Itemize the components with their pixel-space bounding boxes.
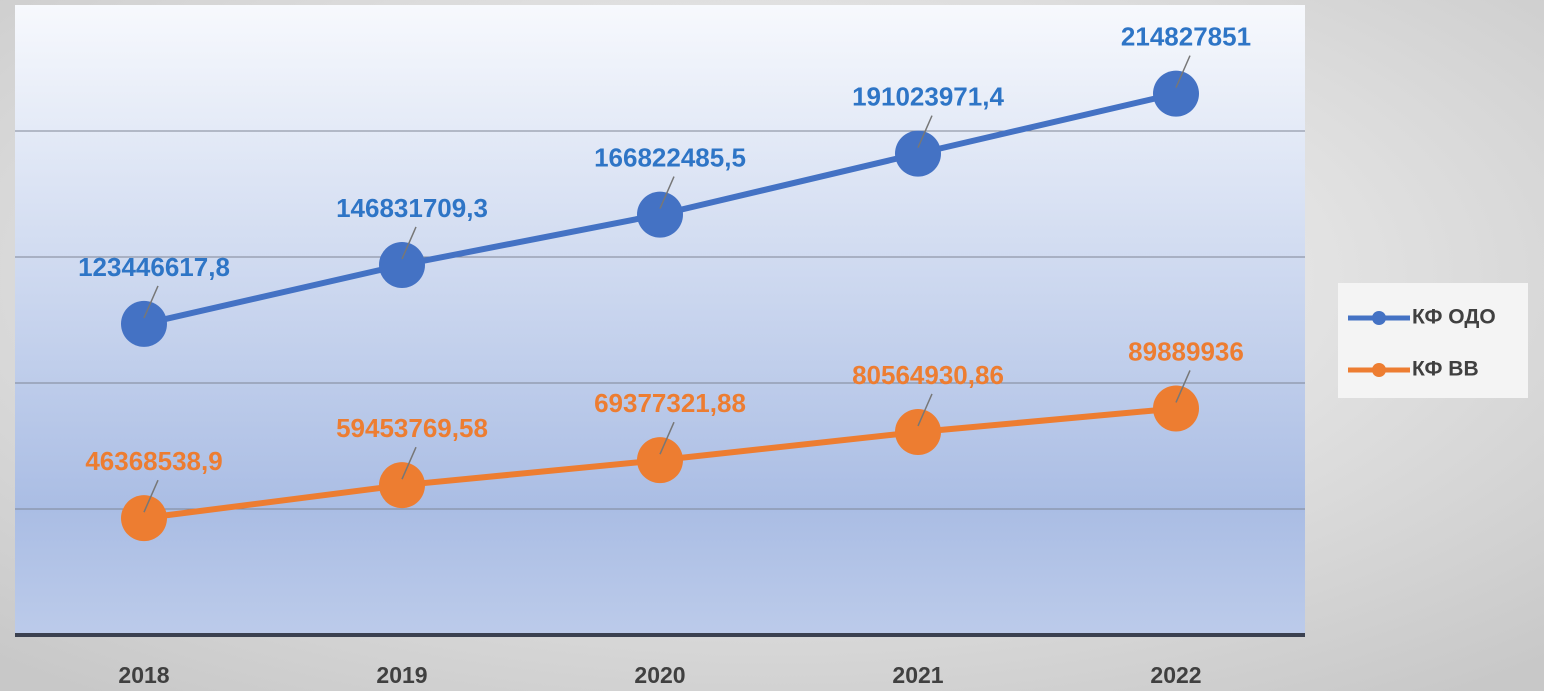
x-tick-label: 2019 [376, 662, 427, 688]
data-label: 59453769,58 [336, 413, 488, 443]
leader-line [659, 176, 675, 209]
x-tick-label: 2022 [1150, 662, 1201, 688]
leader-line [917, 393, 933, 427]
data-label: 123446617,8 [78, 252, 230, 282]
marker [637, 437, 683, 484]
data-label: 191023971,4 [852, 81, 1004, 111]
legend [1338, 283, 1528, 398]
data-label: 146831709,3 [336, 193, 488, 223]
data-label: 89889936 [1128, 336, 1244, 366]
marker [895, 408, 941, 455]
data-label: 69377321,88 [594, 388, 746, 418]
marker [1153, 385, 1199, 432]
data-label: 166822485,5 [594, 142, 746, 172]
x-tick-label: 2018 [118, 662, 169, 688]
marker [1153, 70, 1199, 117]
legend-marker [1372, 363, 1386, 377]
marker [895, 130, 941, 177]
marker [637, 191, 683, 238]
x-tick-label: 2020 [634, 662, 685, 688]
legend-marker [1372, 311, 1386, 325]
leader-line [1175, 370, 1191, 403]
marker [379, 241, 425, 288]
leader-line [401, 226, 417, 260]
marker [121, 495, 167, 542]
legend-label: КФ ВВ [1412, 358, 1479, 381]
leader-line [143, 285, 159, 319]
leader-line [1175, 55, 1191, 88]
marker [121, 300, 167, 347]
leader-line [917, 115, 933, 148]
leader-line [659, 421, 675, 455]
leader-line [143, 479, 159, 513]
data-label: 80564930,86 [852, 360, 1004, 390]
data-label: 46368538,9 [85, 446, 222, 476]
plot-area [15, 5, 1305, 635]
data-label: 214827851 [1121, 22, 1251, 52]
legend-label: КФ ОДО [1412, 306, 1496, 329]
leader-line [401, 446, 417, 480]
x-tick-label: 2021 [892, 662, 943, 688]
marker [379, 462, 425, 509]
